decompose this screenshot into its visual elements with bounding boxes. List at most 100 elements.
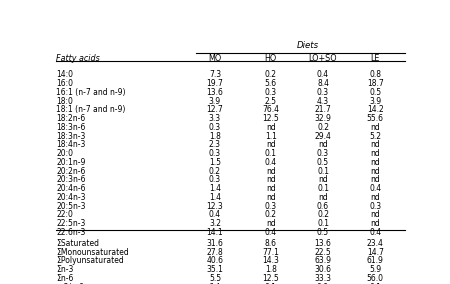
Text: 20:5n-3: 20:5n-3 (56, 202, 86, 211)
Text: 35.1: 35.1 (207, 265, 223, 274)
Text: 0.1: 0.1 (265, 149, 277, 158)
Text: 1.4: 1.4 (209, 184, 221, 193)
Text: 0.4: 0.4 (265, 228, 277, 237)
Text: 19.7: 19.7 (207, 79, 223, 88)
Text: ΣPolyunsaturated: ΣPolyunsaturated (56, 256, 124, 265)
Text: 22:6n-3: 22:6n-3 (56, 228, 86, 237)
Text: 1.5: 1.5 (209, 158, 221, 167)
Text: MO: MO (208, 54, 221, 63)
Text: 0.3: 0.3 (369, 202, 382, 211)
Text: 0.1: 0.1 (317, 184, 329, 193)
Text: Fatty acids: Fatty acids (56, 54, 100, 63)
Text: nd: nd (266, 167, 275, 176)
Text: nd: nd (370, 123, 380, 132)
Text: 0.3: 0.3 (317, 88, 329, 97)
Text: 0.6: 0.6 (317, 202, 329, 211)
Text: 0.1: 0.1 (265, 283, 277, 284)
Text: 5.6: 5.6 (265, 79, 277, 88)
Text: 29.4: 29.4 (315, 131, 332, 141)
Text: 0.4: 0.4 (265, 158, 277, 167)
Text: nd: nd (266, 140, 275, 149)
Text: 0.9: 0.9 (317, 283, 329, 284)
Text: Σn-6: Σn-6 (56, 274, 74, 283)
Text: 0.2: 0.2 (209, 167, 221, 176)
Text: 0.2: 0.2 (317, 123, 329, 132)
Text: 13.6: 13.6 (315, 239, 332, 248)
Text: 0.3: 0.3 (209, 175, 221, 184)
Text: 14.3: 14.3 (262, 256, 279, 265)
Text: nd: nd (318, 193, 328, 202)
Text: 31.6: 31.6 (207, 239, 223, 248)
Text: 22:5n-3: 22:5n-3 (56, 219, 86, 228)
Text: nd: nd (266, 219, 275, 228)
Text: 18:3n-6: 18:3n-6 (56, 123, 86, 132)
Text: 12.3: 12.3 (207, 202, 223, 211)
Text: 20:3n-6: 20:3n-6 (56, 175, 86, 184)
Text: Σn-3: Σn-3 (56, 265, 74, 274)
Text: 14.1: 14.1 (207, 228, 223, 237)
Text: 56.0: 56.0 (367, 274, 384, 283)
Text: 33.3: 33.3 (315, 274, 332, 283)
Text: 0.2: 0.2 (265, 210, 277, 219)
Text: 7.3: 7.3 (209, 70, 221, 80)
Text: 8.6: 8.6 (265, 239, 277, 248)
Text: 0.5: 0.5 (369, 88, 382, 97)
Text: 1.1: 1.1 (265, 131, 277, 141)
Text: 0.2: 0.2 (317, 210, 329, 219)
Text: nd: nd (266, 123, 275, 132)
Text: 1.8: 1.8 (209, 131, 221, 141)
Text: Diets: Diets (296, 41, 319, 50)
Text: 32.9: 32.9 (315, 114, 332, 123)
Text: 0.3: 0.3 (209, 123, 221, 132)
Text: nd: nd (370, 140, 380, 149)
Text: 6.4: 6.4 (209, 283, 221, 284)
Text: 0.8: 0.8 (369, 70, 381, 80)
Text: 77.1: 77.1 (262, 248, 279, 256)
Text: 22.5: 22.5 (315, 248, 331, 256)
Text: 18:0: 18:0 (56, 97, 73, 106)
Text: nd: nd (318, 175, 328, 184)
Text: 30.6: 30.6 (315, 265, 332, 274)
Text: 0.5: 0.5 (317, 158, 329, 167)
Text: 20:4n-3: 20:4n-3 (56, 193, 86, 202)
Text: 20:1n-9: 20:1n-9 (56, 158, 86, 167)
Text: nd: nd (370, 158, 380, 167)
Text: 3.9: 3.9 (209, 97, 221, 106)
Text: 14.7: 14.7 (367, 248, 384, 256)
Text: nd: nd (370, 175, 380, 184)
Text: 18:3n-3: 18:3n-3 (56, 131, 86, 141)
Text: nd: nd (370, 149, 380, 158)
Text: 0.1: 0.1 (317, 219, 329, 228)
Text: 4.3: 4.3 (317, 97, 329, 106)
Text: 16:1 (n-7 and n-9): 16:1 (n-7 and n-9) (56, 88, 126, 97)
Text: LO+SO: LO+SO (309, 54, 338, 63)
Text: 63.9: 63.9 (315, 256, 332, 265)
Text: 61.9: 61.9 (367, 256, 384, 265)
Text: 0.3: 0.3 (317, 149, 329, 158)
Text: 5.2: 5.2 (369, 131, 381, 141)
Text: 18:4n-3: 18:4n-3 (56, 140, 86, 149)
Text: HO: HO (265, 54, 277, 63)
Text: nd: nd (266, 193, 275, 202)
Text: nd: nd (266, 184, 275, 193)
Text: 22:0: 22:0 (56, 210, 73, 219)
Text: 20:2n-6: 20:2n-6 (56, 167, 86, 176)
Text: 3.3: 3.3 (209, 114, 221, 123)
Text: 0.5: 0.5 (317, 228, 329, 237)
Text: 18:1 (n-7 and n-9): 18:1 (n-7 and n-9) (56, 105, 126, 114)
Text: nd: nd (370, 210, 380, 219)
Text: 13.6: 13.6 (207, 88, 223, 97)
Text: 1.8: 1.8 (265, 265, 277, 274)
Text: 0.4: 0.4 (209, 210, 221, 219)
Text: 0.3: 0.3 (209, 149, 221, 158)
Text: 8.4: 8.4 (317, 79, 329, 88)
Text: 0.3: 0.3 (265, 88, 277, 97)
Text: ΣMonounsaturated: ΣMonounsaturated (56, 248, 129, 256)
Text: 0.1: 0.1 (317, 167, 329, 176)
Text: nd: nd (370, 219, 380, 228)
Text: 5.5: 5.5 (209, 274, 221, 283)
Text: 20:0: 20:0 (56, 149, 73, 158)
Text: 12.5: 12.5 (262, 114, 279, 123)
Text: 18.7: 18.7 (367, 79, 384, 88)
Text: 5.9: 5.9 (369, 265, 382, 274)
